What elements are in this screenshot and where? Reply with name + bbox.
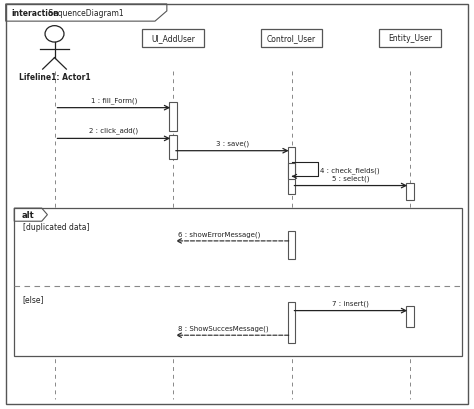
Bar <box>261 30 322 48</box>
Text: 5 : select(): 5 : select() <box>332 175 370 181</box>
Bar <box>169 102 177 132</box>
Text: Control_User: Control_User <box>267 34 316 43</box>
Bar <box>288 164 295 180</box>
Text: 8 : ShowSuccesMessage(): 8 : ShowSuccesMessage() <box>178 325 268 331</box>
Bar <box>169 136 177 160</box>
Bar <box>406 183 414 200</box>
Text: [else]: [else] <box>23 294 44 303</box>
Bar <box>288 148 295 194</box>
Text: alt: alt <box>22 211 34 220</box>
Text: 2 : click_add(): 2 : click_add() <box>89 128 138 134</box>
Bar <box>288 231 295 260</box>
Text: UI_AddUser: UI_AddUser <box>151 34 195 43</box>
Text: Lifeline1: Actor1: Lifeline1: Actor1 <box>18 73 91 82</box>
Bar <box>406 306 414 327</box>
Text: 6 : showErrorMessage(): 6 : showErrorMessage() <box>178 231 260 237</box>
Bar <box>379 30 441 48</box>
Bar <box>14 209 462 356</box>
Text: Entity_User: Entity_User <box>388 34 432 43</box>
Text: [duplicated data]: [duplicated data] <box>23 223 89 232</box>
Text: 3 : save(): 3 : save() <box>216 140 249 146</box>
Bar <box>288 303 295 344</box>
Bar <box>142 30 204 48</box>
Text: 1 : fill_Form(): 1 : fill_Form() <box>91 97 137 103</box>
Text: 4 : check_fields(): 4 : check_fields() <box>320 166 380 173</box>
Text: interaction: interaction <box>11 9 59 18</box>
Text: 7 : insert(): 7 : insert() <box>332 299 369 306</box>
Text: SequenceDiagram1: SequenceDiagram1 <box>46 9 123 18</box>
